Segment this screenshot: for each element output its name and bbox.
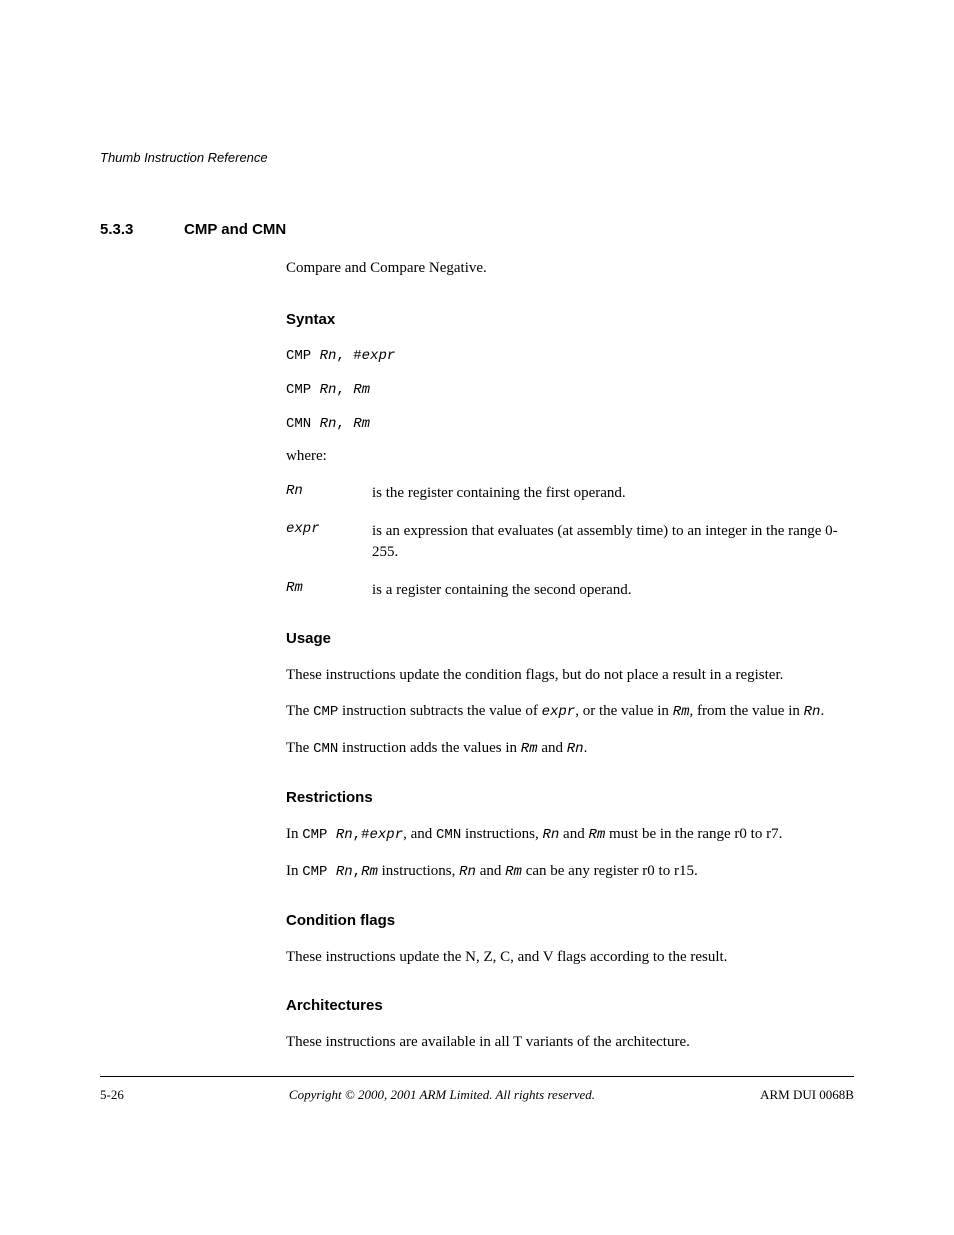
def-desc: is a register containing the second oper… xyxy=(372,580,632,600)
arch-p1: These instructions are available in all … xyxy=(286,1032,854,1052)
syntax-line-1: CMP Rn, #expr xyxy=(286,346,854,364)
section-title: CMP and CMN xyxy=(184,221,286,238)
doc-id: ARM DUI 0068B xyxy=(760,1087,854,1103)
document-page: Thumb Instruction Reference 5.3.3 CMP an… xyxy=(0,0,954,1142)
arch-block: Architectures These instructions are ava… xyxy=(286,997,854,1052)
condflags-p1: These instructions update the N, Z, C, a… xyxy=(286,947,854,967)
usage-p3: The CMN instruction adds the values in R… xyxy=(286,738,854,759)
syntax-heading: Syntax xyxy=(286,311,854,328)
def-term: Rm xyxy=(286,580,372,600)
syntax-op: CMP xyxy=(286,348,320,364)
syntax-op: CMN xyxy=(286,416,320,432)
copyright: Copyright © 2000, 2001 ARM Limited. All … xyxy=(289,1087,595,1103)
usage-p1: These instructions update the condition … xyxy=(286,665,854,685)
usage-p2: The CMP instruction subtracts the value … xyxy=(286,701,854,722)
restrictions-heading: Restrictions xyxy=(286,789,854,806)
restrictions-p1: In CMP Rn,#expr, and CMN instructions, R… xyxy=(286,824,854,845)
syntax-line-3: CMN Rn, Rm xyxy=(286,414,854,432)
restrictions-block: Restrictions In CMP Rn,#expr, and CMN in… xyxy=(286,789,854,882)
def-row: Rn is the register containing the first … xyxy=(286,483,854,503)
content-body: Compare and Compare Negative. Syntax CMP… xyxy=(286,260,854,1052)
running-header: Thumb Instruction Reference xyxy=(100,150,854,165)
usage-heading: Usage xyxy=(286,630,854,647)
usage-block: Usage These instructions update the cond… xyxy=(286,630,854,759)
syntax-op: CMP xyxy=(286,382,320,398)
section-number: 5.3.3 xyxy=(100,221,184,238)
def-term: expr xyxy=(286,521,372,562)
condflags-heading: Condition flags xyxy=(286,912,854,929)
condflags-block: Condition flags These instructions updat… xyxy=(286,912,854,967)
syntax-args: Rn, Rm xyxy=(320,380,370,397)
footer-rule xyxy=(100,1076,854,1077)
footer-row: 5-26 Copyright © 2000, 2001 ARM Limited.… xyxy=(100,1087,854,1103)
syntax-args: Rn, #expr xyxy=(320,346,396,363)
page-number: 5-26 xyxy=(100,1087,124,1103)
section-heading-row: 5.3.3 CMP and CMN xyxy=(100,221,854,238)
syntax-block: Syntax CMP Rn, #expr CMP Rn, Rm CMN Rn, … xyxy=(286,311,854,600)
def-term: Rn xyxy=(286,483,372,503)
where-text: where: xyxy=(286,448,854,465)
def-desc: is an expression that evaluates (at asse… xyxy=(372,521,854,562)
intro-text: Compare and Compare Negative. xyxy=(286,260,854,277)
syntax-line-2: CMP Rn, Rm xyxy=(286,380,854,398)
def-row: Rm is a register containing the second o… xyxy=(286,580,854,600)
arch-heading: Architectures xyxy=(286,997,854,1014)
syntax-args: Rn, Rm xyxy=(320,414,370,431)
def-desc: is the register containing the first ope… xyxy=(372,483,626,503)
restrictions-p2: In CMP Rn,Rm instructions, Rn and Rm can… xyxy=(286,861,854,882)
def-row: expr is an expression that evaluates (at… xyxy=(286,521,854,562)
